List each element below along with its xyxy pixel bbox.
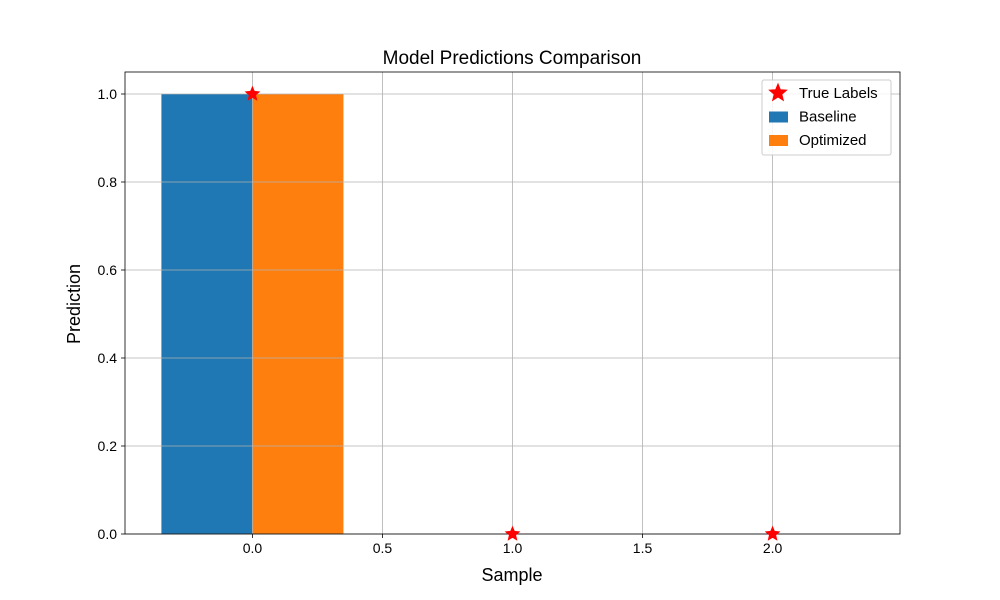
bar-optimized xyxy=(252,94,344,534)
grid-layer xyxy=(125,72,900,535)
marker-layer xyxy=(244,85,781,541)
true-label-star-marker xyxy=(244,85,261,101)
legend-star-icon xyxy=(768,82,788,102)
x-tick-label: 0.0 xyxy=(243,540,263,556)
y-tick-label: 0.0 xyxy=(98,526,118,542)
legend-label: Baseline xyxy=(799,109,857,126)
x-tick-label: 2.0 xyxy=(763,540,783,556)
legend: True Labels Baseline Optimized xyxy=(761,79,892,156)
y-axis-title: Prediction xyxy=(64,264,84,344)
y-tick-label: 0.8 xyxy=(98,174,118,190)
legend-label: True Labels xyxy=(799,85,878,102)
y-tick-label: 0.2 xyxy=(98,438,118,454)
true-label-star-marker xyxy=(764,525,781,541)
true-label-star-marker xyxy=(504,525,521,541)
legend-label: Optimized xyxy=(799,132,867,149)
bar-layer xyxy=(161,94,344,534)
legend-swatch xyxy=(769,135,788,146)
y-tick-label: 0.6 xyxy=(98,262,118,278)
legend-swatch xyxy=(769,111,788,123)
x-tick-label: 1.0 xyxy=(503,540,523,556)
x-tick-label: 0.5 xyxy=(373,540,393,556)
legend-box xyxy=(761,79,892,156)
bar-baseline xyxy=(161,94,253,534)
chart-title: Model Predictions Comparison xyxy=(383,48,642,69)
tick-layer: 0.0 0.5 1.0 1.5 2.0 0.0 0.2 0.4 0.6 0.8 1.0 xyxy=(98,86,783,556)
x-tick-label: 1.5 xyxy=(633,540,653,556)
y-tick-label: 1.0 xyxy=(98,86,118,102)
y-tick-label: 0.4 xyxy=(98,350,118,366)
x-axis-title: Sample xyxy=(481,565,542,585)
